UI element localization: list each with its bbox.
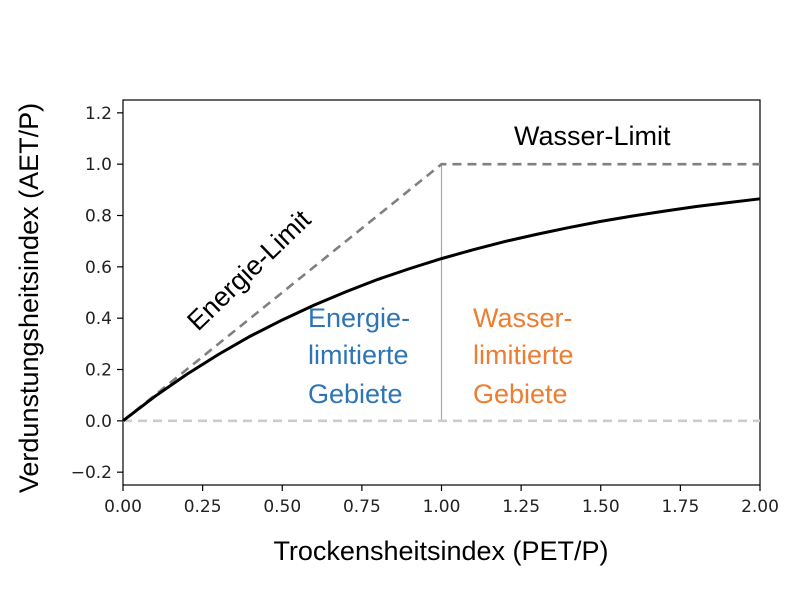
series-line-0: [122, 197, 761, 423]
y-tick-label: 1.0: [85, 155, 112, 175]
x-axis-title: Trockensheitsindex (PET/P): [273, 536, 608, 566]
y-tick-label: 0.6: [85, 258, 112, 278]
y-axis-title: Verdunstungsheitsindex (AET/P): [14, 103, 44, 493]
annotation-wasser-line-1: Wasser-: [473, 303, 573, 333]
annotation-wasser-line-2: limitierte: [473, 340, 574, 370]
y-tick-label: 0.8: [85, 207, 112, 227]
axis-ticks: 0.00 0.25 0.50 0.75 1.00 1.25 1.50 1.75 2.00 −0.2…: [71, 104, 779, 517]
x-tick-label: 0.25: [184, 497, 222, 517]
annotation-wasser-limit: Wasser-Limit: [514, 121, 671, 151]
annotation-energie-limitierte-gebiete: Energie- limitierte Gebiete: [308, 303, 410, 409]
annotation-energie-line-3: Gebiete: [308, 379, 403, 409]
x-tick-label: 0.75: [343, 497, 381, 517]
chart-marks: [122, 162, 761, 423]
y-tick-label: 0.4: [85, 309, 112, 329]
x-tick-label: 1.75: [661, 497, 699, 517]
y-tick-label: 1.2: [85, 104, 112, 124]
annotation-energie-line-1: Energie-: [308, 303, 410, 333]
annotation-wasser-line-3: Gebiete: [473, 379, 568, 409]
y-tick-label: −0.2: [71, 463, 112, 483]
series-line-1: [122, 162, 760, 422]
x-tick-label: 0.50: [263, 497, 301, 517]
x-tick-label: 1.25: [502, 497, 540, 517]
x-tick-label: 2.00: [741, 497, 779, 517]
y-tick-label: 0.2: [85, 361, 112, 381]
x-tick-label: 1.00: [423, 497, 461, 517]
annotation-energie-line-2: limitierte: [308, 340, 409, 370]
x-tick-label: 1.50: [582, 497, 620, 517]
x-tick-label: 0.00: [104, 497, 142, 517]
annotation-wasser-limitierte-gebiete: Wasser- limitierte Gebiete: [473, 303, 574, 409]
y-tick-label: 0.0: [85, 412, 112, 432]
